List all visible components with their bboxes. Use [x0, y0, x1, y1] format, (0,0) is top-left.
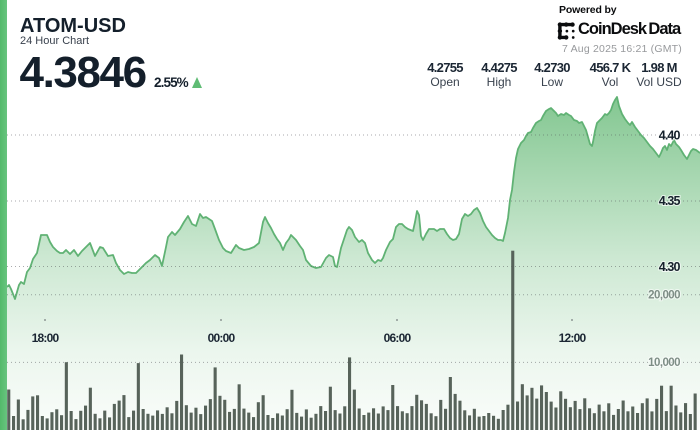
svg-text:4.40: 4.40 — [659, 129, 681, 143]
svg-text:00:00: 00:00 — [208, 331, 236, 345]
svg-text:18:00: 18:00 — [32, 331, 60, 345]
svg-text:20,000: 20,000 — [648, 290, 680, 302]
svg-text:12:00: 12:00 — [559, 331, 587, 345]
svg-text:06:00: 06:00 — [384, 331, 412, 345]
svg-text:4.35: 4.35 — [659, 194, 681, 208]
svg-text:10,000: 10,000 — [648, 357, 680, 369]
svg-text:4.30: 4.30 — [659, 260, 681, 274]
